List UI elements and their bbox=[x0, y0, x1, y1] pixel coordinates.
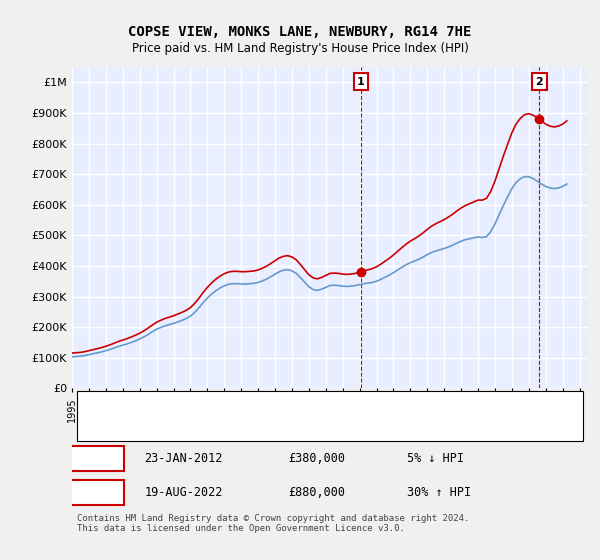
Text: 5% ↓ HPI: 5% ↓ HPI bbox=[407, 452, 464, 465]
Text: COPSE VIEW, MONKS LANE, NEWBURY, RG14 7HE: COPSE VIEW, MONKS LANE, NEWBURY, RG14 7H… bbox=[128, 25, 472, 39]
FancyBboxPatch shape bbox=[67, 480, 124, 505]
Text: Price paid vs. HM Land Registry's House Price Index (HPI): Price paid vs. HM Land Registry's House … bbox=[131, 42, 469, 55]
Text: 1: 1 bbox=[357, 77, 365, 87]
Text: 2: 2 bbox=[91, 486, 100, 500]
Text: Contains HM Land Registry data © Crown copyright and database right 2024.
This d: Contains HM Land Registry data © Crown c… bbox=[77, 514, 470, 533]
FancyBboxPatch shape bbox=[77, 391, 583, 441]
Text: £880,000: £880,000 bbox=[289, 486, 346, 500]
Text: 19-AUG-2022: 19-AUG-2022 bbox=[144, 486, 223, 500]
Text: HPI: Average price, detached house, West Berkshire: HPI: Average price, detached house, West… bbox=[134, 423, 446, 433]
FancyBboxPatch shape bbox=[67, 446, 124, 471]
Text: 1: 1 bbox=[91, 452, 100, 465]
Text: COPSE VIEW, MONKS LANE, NEWBURY, RG14 7HE (detached house): COPSE VIEW, MONKS LANE, NEWBURY, RG14 7H… bbox=[134, 399, 496, 409]
Text: 30% ↑ HPI: 30% ↑ HPI bbox=[407, 486, 472, 500]
Text: 2: 2 bbox=[536, 77, 544, 87]
Text: £380,000: £380,000 bbox=[289, 452, 346, 465]
Text: 23-JAN-2012: 23-JAN-2012 bbox=[144, 452, 223, 465]
